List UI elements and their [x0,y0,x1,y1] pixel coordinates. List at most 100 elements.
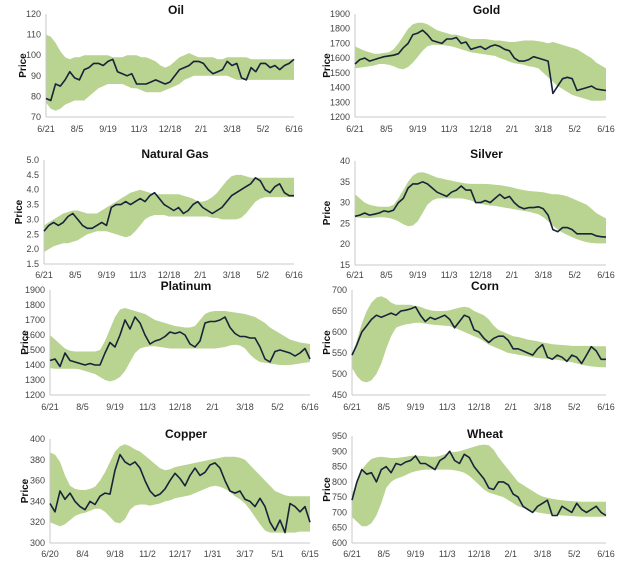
gold-x-tick: 11/3 [441,124,458,134]
silver-y-tick: 20 [340,239,350,249]
copper-x-tick: 11/2 [139,549,156,559]
corn-x-tick: 2/1 [504,402,517,412]
platinum-price-line [49,316,311,368]
copper-chart: 300 320 340 360 380 400 6/20 8/4 9/18 11/2 12/17 1/… [20,427,319,559]
natural-gas-x-tick: 9/19 [98,270,116,280]
copper-x-tick: 8/4 [76,549,89,559]
wheat-price-line [351,450,607,517]
oil-chart: 70 80 90 100 110 120 6/21 8/5 9/19 11/3 12/18 2/1 3/… [18,3,303,134]
platinum-y-tick: 1700 [25,315,45,325]
corn-x-tick: 3/18 [534,402,552,412]
wheat-y-tick: 600 [332,538,347,548]
corn-x-tick: 9/19 [407,402,425,412]
silver-y-tick: 15 [340,260,350,270]
oil-x-tick: 3/18 [223,124,241,134]
wheat-chart-title: Wheat [467,427,503,441]
natural-gas-y-tick: 2.0 [26,244,39,254]
gold-range-band [355,22,606,101]
oil-x-tick: 12/18 [159,124,182,134]
platinum-x-tick: 6/16 [301,402,319,412]
gold-y-tick: 1400 [330,83,350,93]
corn-price-line [351,306,606,365]
copper-x-tick: 9/18 [106,549,124,559]
corn-y-tick: 700 [332,285,347,295]
gold-price-line [354,29,607,95]
platinum-y-tick: 1900 [25,285,45,295]
oil-y-tick: 80 [31,91,41,101]
oil-x-tick: 6/16 [285,124,303,134]
oil-x-tick: 2/1 [195,124,208,134]
copper-chart-title: Copper [165,427,207,441]
natural-gas-x-tick: 3/18 [223,270,241,280]
wheat-x-tick: 3/18 [534,549,552,559]
wheat-x-tick: 8/5 [377,549,390,559]
gold-x-tick: 6/21 [346,124,364,134]
oil-x-tick: 5/2 [257,124,270,134]
wheat-y-axis-label: Price [322,477,333,502]
gold-y-tick: 1300 [330,97,350,107]
copper-x-tick: 12/17 [169,549,192,559]
oil-range-band [46,34,294,111]
platinum-x-tick: 9/19 [106,402,124,412]
copper-x-tick: 1/31 [204,549,222,559]
corn-x-tick: 5/2 [568,402,581,412]
gold-y-axis-label: Price [322,53,333,78]
copper-x-tick: 6/20 [41,549,59,559]
silver-y-tick: 25 [340,218,350,228]
copper-y-tick: 300 [30,538,45,548]
silver-y-axis-label: Price [322,200,333,225]
corn-y-tick: 550 [332,348,347,358]
oil-y-tick: 70 [31,112,41,122]
oil-x-tick: 9/19 [99,124,117,134]
corn-y-tick: 650 [332,306,347,316]
natural-gas-price-line [43,177,294,232]
platinum-y-tick: 1200 [25,390,45,400]
oil-y-tick: 100 [26,50,41,60]
oil-y-tick: 110 [27,30,41,40]
silver-chart: 15 20 25 30 35 40 6/21 8/5 9/19 11/3 12/18 2/1 3/18 5… [322,147,615,280]
gold-y-tick: 1800 [330,24,350,34]
copper-x-tick: 5/1 [271,549,284,559]
gold-x-tick: 2/1 [506,124,519,134]
platinum-x-tick: 3/18 [236,402,254,412]
wheat-x-tick: 2/1 [504,549,517,559]
corn-x-tick: 6/21 [343,402,361,412]
gold-y-tick: 1600 [330,53,350,63]
silver-price-line [354,181,607,238]
wheat-range-band [352,444,606,527]
natural-gas-y-tick: 5.0 [26,155,39,165]
corn-y-tick: 500 [332,369,347,379]
copper-y-tick: 340 [30,496,45,506]
copper-price-line [49,453,311,534]
natural-gas-y-axis-label: Price [14,199,25,224]
gold-y-tick: 1900 [330,9,350,19]
copper-y-tick: 320 [30,517,45,527]
copper-range-band [50,444,310,533]
corn-x-tick: 6/16 [597,402,615,412]
corn-y-tick: 450 [332,390,347,400]
gold-y-tick: 1500 [330,68,350,78]
oil-chart-title: Oil [168,3,184,17]
natural-gas-x-tick: 5/2 [256,270,269,280]
natural-gas-chart: 1.5 2.0 2.5 3.0 3.5 4.0 4.5 5.0 6/21 8/5 9/19 11/3 1… [14,147,303,280]
oil-x-tick: 11/3 [131,124,148,134]
wheat-x-tick: 5/2 [568,549,581,559]
platinum-y-axis-label: Price [20,330,31,355]
wheat-y-tick: 650 [332,523,347,533]
wheat-y-tick: 900 [332,446,347,456]
silver-x-tick: 3/18 [534,270,552,280]
silver-x-tick: 11/3 [441,270,458,280]
gold-x-tick: 12/18 [469,124,492,134]
natural-gas-x-tick: 6/21 [35,270,53,280]
wheat-x-tick: 6/16 [597,549,615,559]
wheat-y-tick: 950 [332,431,347,441]
natural-gas-y-tick: 3.0 [26,214,39,224]
corn-chart-title: Corn [471,279,499,293]
oil-y-tick: 90 [31,71,41,81]
platinum-x-tick: 12/18 [169,402,192,412]
natural-gas-y-tick: 3.5 [26,200,39,210]
gold-chart-title: Gold [473,3,500,17]
natural-gas-x-tick: 11/3 [129,270,146,280]
gold-x-tick: 8/5 [380,124,393,134]
silver-x-tick: 9/19 [409,270,427,280]
